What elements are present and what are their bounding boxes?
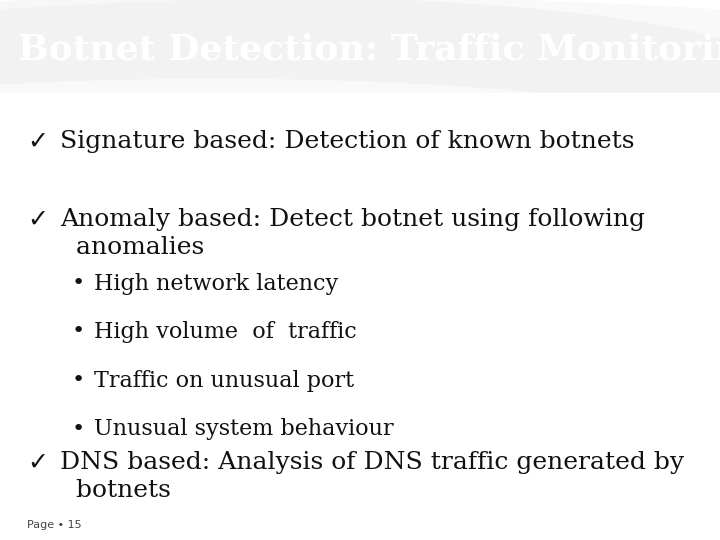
- Text: ✓: ✓: [27, 130, 48, 153]
- Text: Traffic on unusual port: Traffic on unusual port: [94, 370, 354, 392]
- Text: •: •: [72, 321, 85, 341]
- Text: Anomaly based: Detect botnet using following
  anomalies: Anomaly based: Detect botnet using follo…: [60, 208, 645, 259]
- Text: ✓: ✓: [27, 451, 48, 475]
- Text: •: •: [72, 370, 85, 390]
- Text: High volume  of  traffic: High volume of traffic: [94, 321, 356, 343]
- Text: ✓: ✓: [27, 208, 48, 232]
- Text: Signature based: Detection of known botnets: Signature based: Detection of known botn…: [60, 130, 634, 153]
- Text: Unusual system behaviour: Unusual system behaviour: [94, 418, 393, 441]
- Text: Page • 15: Page • 15: [27, 520, 82, 530]
- Text: Botnet Detection: Traffic Monitoring: Botnet Detection: Traffic Monitoring: [18, 33, 720, 68]
- Text: DNS based: Analysis of DNS traffic generated by
  botnets: DNS based: Analysis of DNS traffic gener…: [60, 451, 684, 502]
- Text: •: •: [72, 418, 85, 438]
- Text: •: •: [72, 273, 85, 293]
- Text: High network latency: High network latency: [94, 273, 338, 295]
